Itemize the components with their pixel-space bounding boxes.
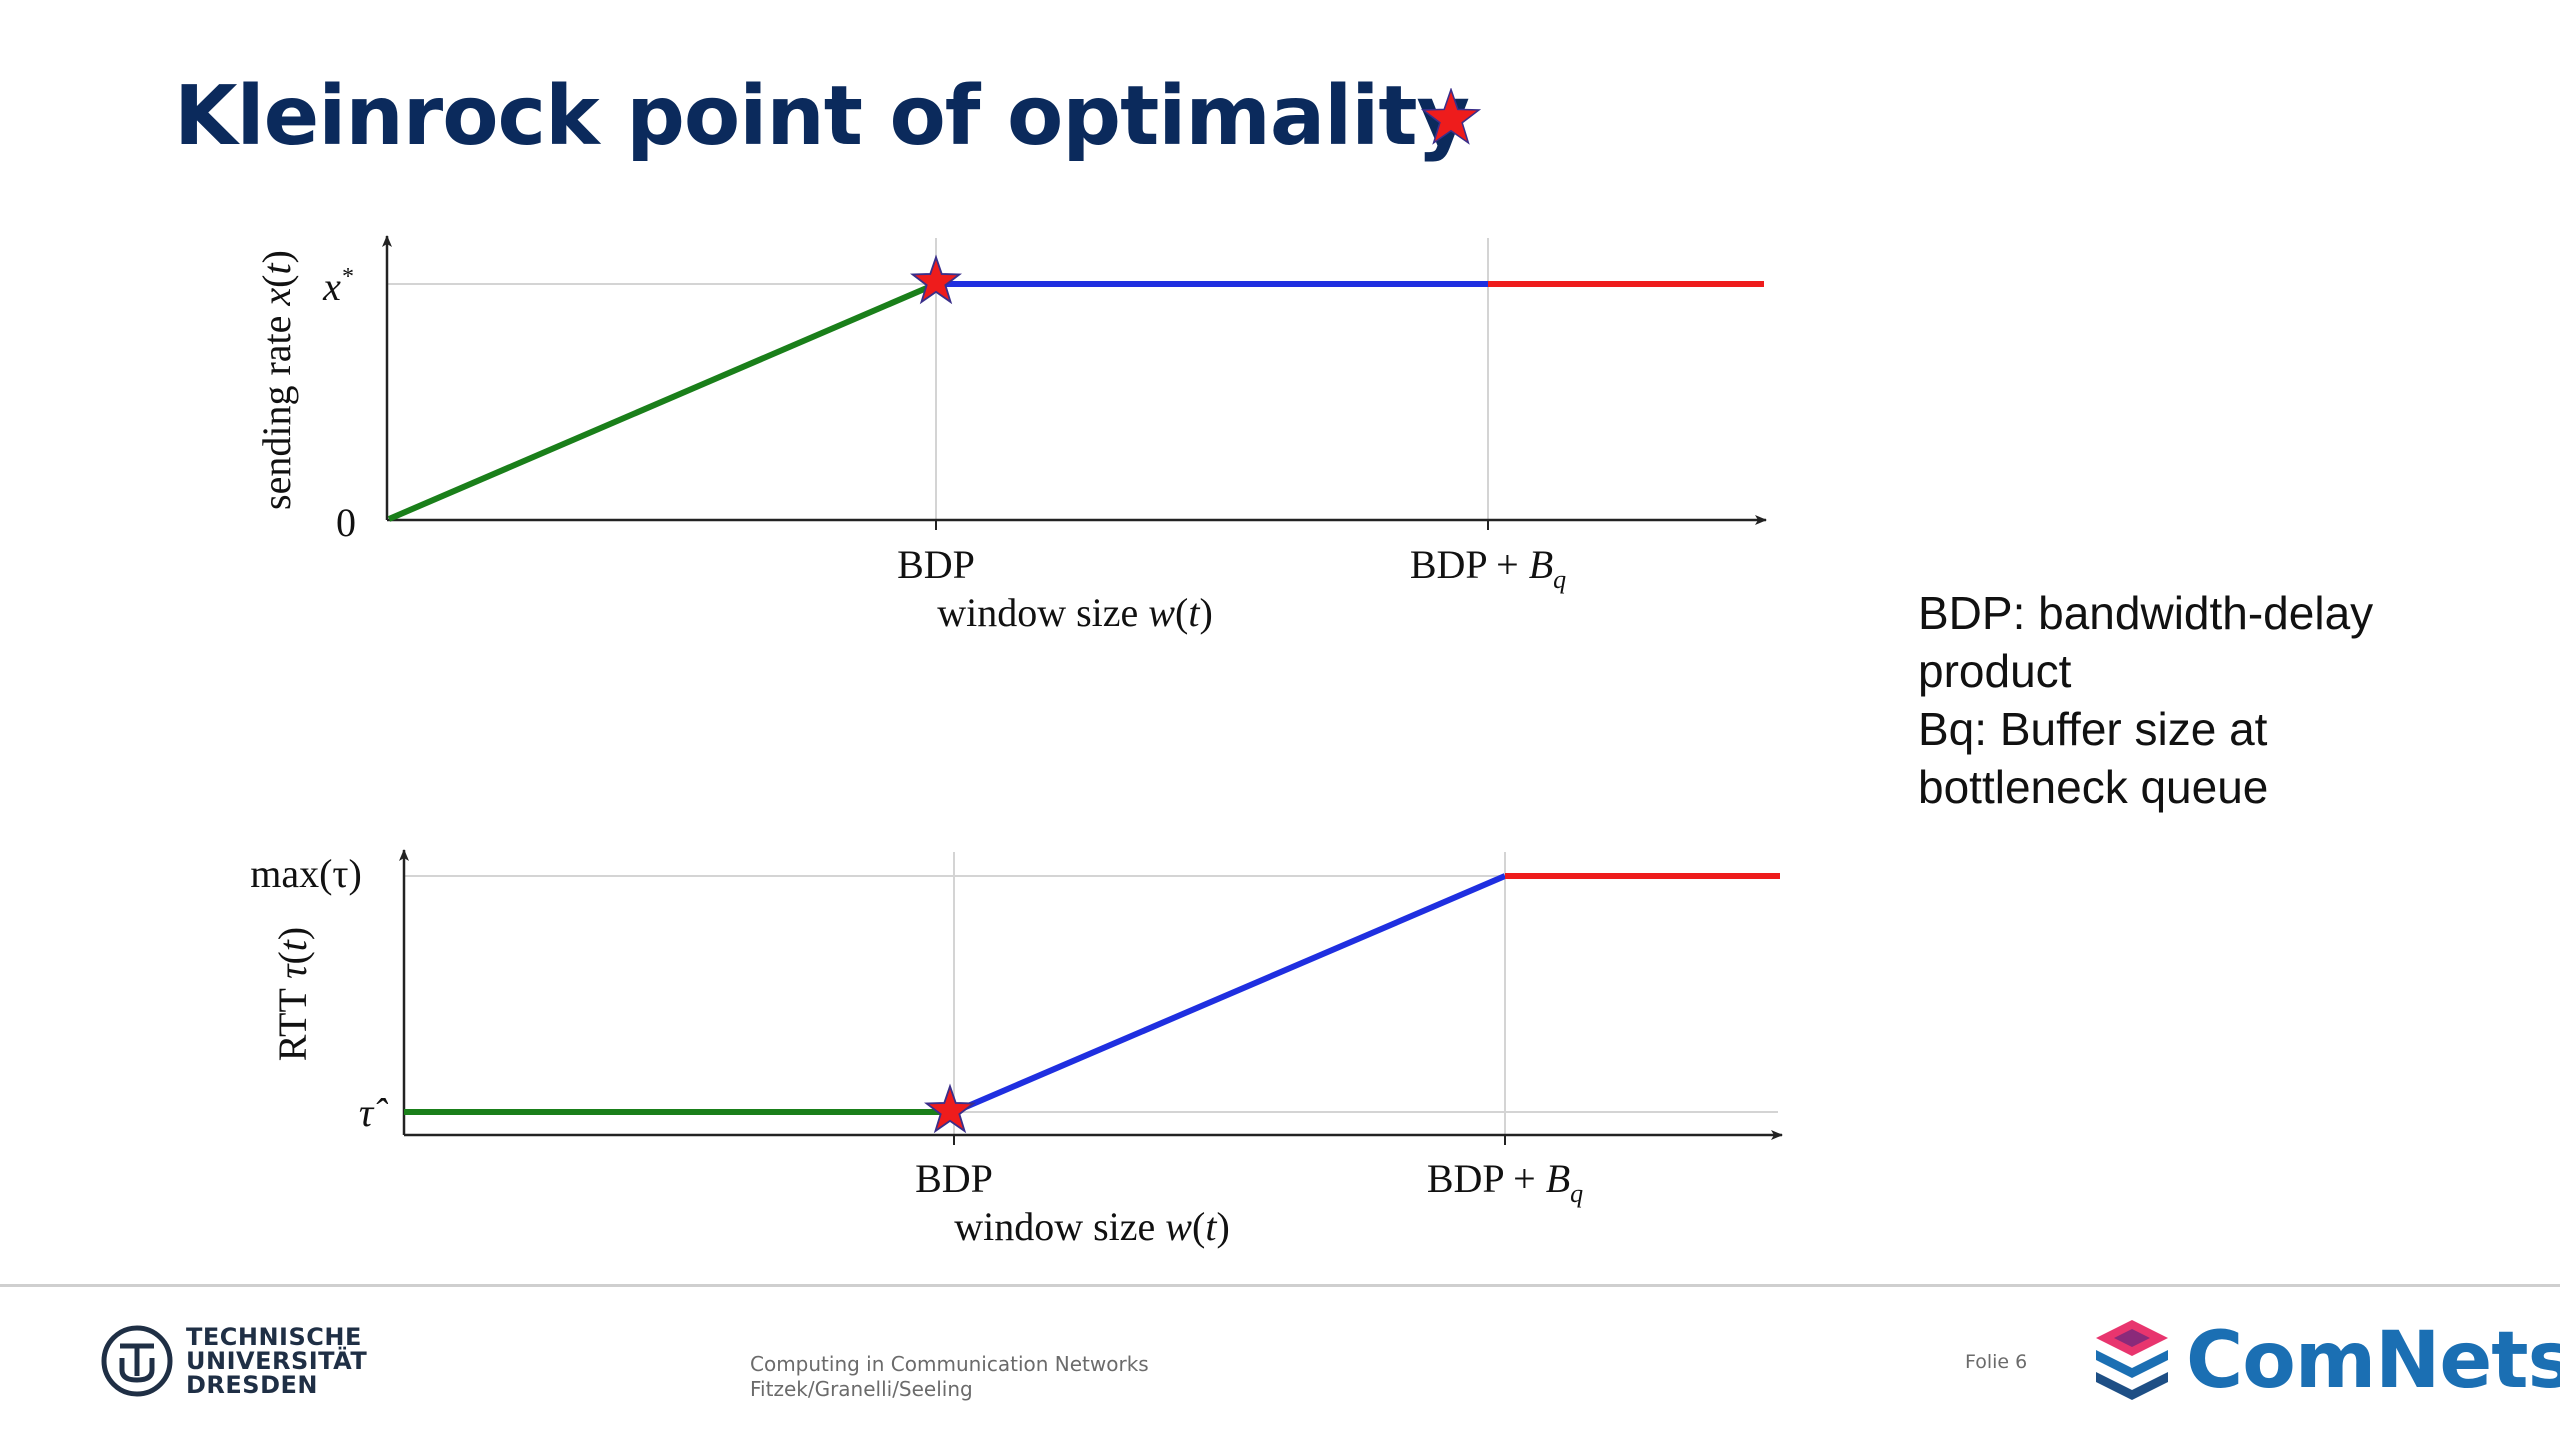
y-tick-label-xstar: x*: [322, 264, 353, 309]
x-tick-label-bdp-bq: BDP + Bq: [1410, 542, 1566, 594]
red-star-icon: [1420, 88, 1482, 145]
university-line: TECHNISCHE: [186, 1323, 362, 1351]
rtt-chart: max(τ) τ̂ RTT τ(t) BDP BDP + Bq window s…: [250, 849, 1783, 1249]
y-tick-label-tau-hat: τ̂: [359, 1090, 388, 1135]
legend-line: bottleneck queue: [1918, 761, 2269, 813]
comnets-logo: ComNets: [2092, 1316, 2560, 1406]
tu-dresden-emblem-icon: [101, 1325, 173, 1397]
x-axis-label: window size w(t): [937, 590, 1213, 635]
optimum-star-icon: [923, 1083, 977, 1134]
x-tick-label-bdp: BDP: [915, 1156, 993, 1201]
footer-divider: [0, 1284, 2560, 1287]
y-axis-label: sending rate x(t): [254, 250, 299, 510]
y-axis-label: RTT τ(t): [270, 927, 315, 1062]
x-tick-label-bdp-bq: BDP + Bq: [1427, 1156, 1583, 1208]
sending-rate-chart: 0 x* sending rate x(t) BDP BDP + Bq wind…: [254, 235, 1767, 635]
page-number: Folie 6: [1965, 1351, 2028, 1373]
comnets-wordmark: ComNets: [2186, 1316, 2560, 1406]
kleinrock-plots: 0 x* sending rate x(t) BDP BDP + Bq wind…: [250, 235, 1783, 1249]
legend-line: product: [1918, 645, 2072, 697]
university-line: DRESDEN: [186, 1371, 318, 1399]
y-tick-label-max-tau: max(τ): [250, 851, 362, 896]
legend-line: Bq: Buffer size at: [1918, 703, 2268, 755]
legend-line: BDP: bandwidth-delay: [1918, 587, 2374, 639]
blue-segment: [952, 873, 1507, 1115]
x-tick-label-bdp: BDP: [897, 542, 975, 587]
optimum-star-icon: [909, 254, 963, 305]
x-axis-label: window size w(t): [954, 1204, 1230, 1249]
course-name: Computing in Communication Networks: [750, 1352, 1149, 1376]
tu-dresden-wordmark: TECHNISCHE UNIVERSITÄT DRESDEN: [186, 1325, 367, 1397]
green-segment: [387, 281, 938, 522]
university-line: UNIVERSITÄT: [186, 1347, 368, 1375]
slide-title: Kleinrock point of optimality: [174, 69, 1470, 164]
comnets-stacked-layers-icon: [2096, 1320, 2168, 1400]
legend-note: BDP: bandwidth-delay product Bq: Buffer …: [1918, 584, 2458, 816]
footer-course-info: Computing in Communication Networks Fitz…: [750, 1352, 1149, 1402]
course-authors: Fitzek/Granelli/Seeling: [750, 1377, 973, 1401]
tu-dresden-logo: TECHNISCHE UNIVERSITÄT DRESDEN: [100, 1324, 367, 1398]
y-tick-label-zero: 0: [336, 500, 356, 545]
